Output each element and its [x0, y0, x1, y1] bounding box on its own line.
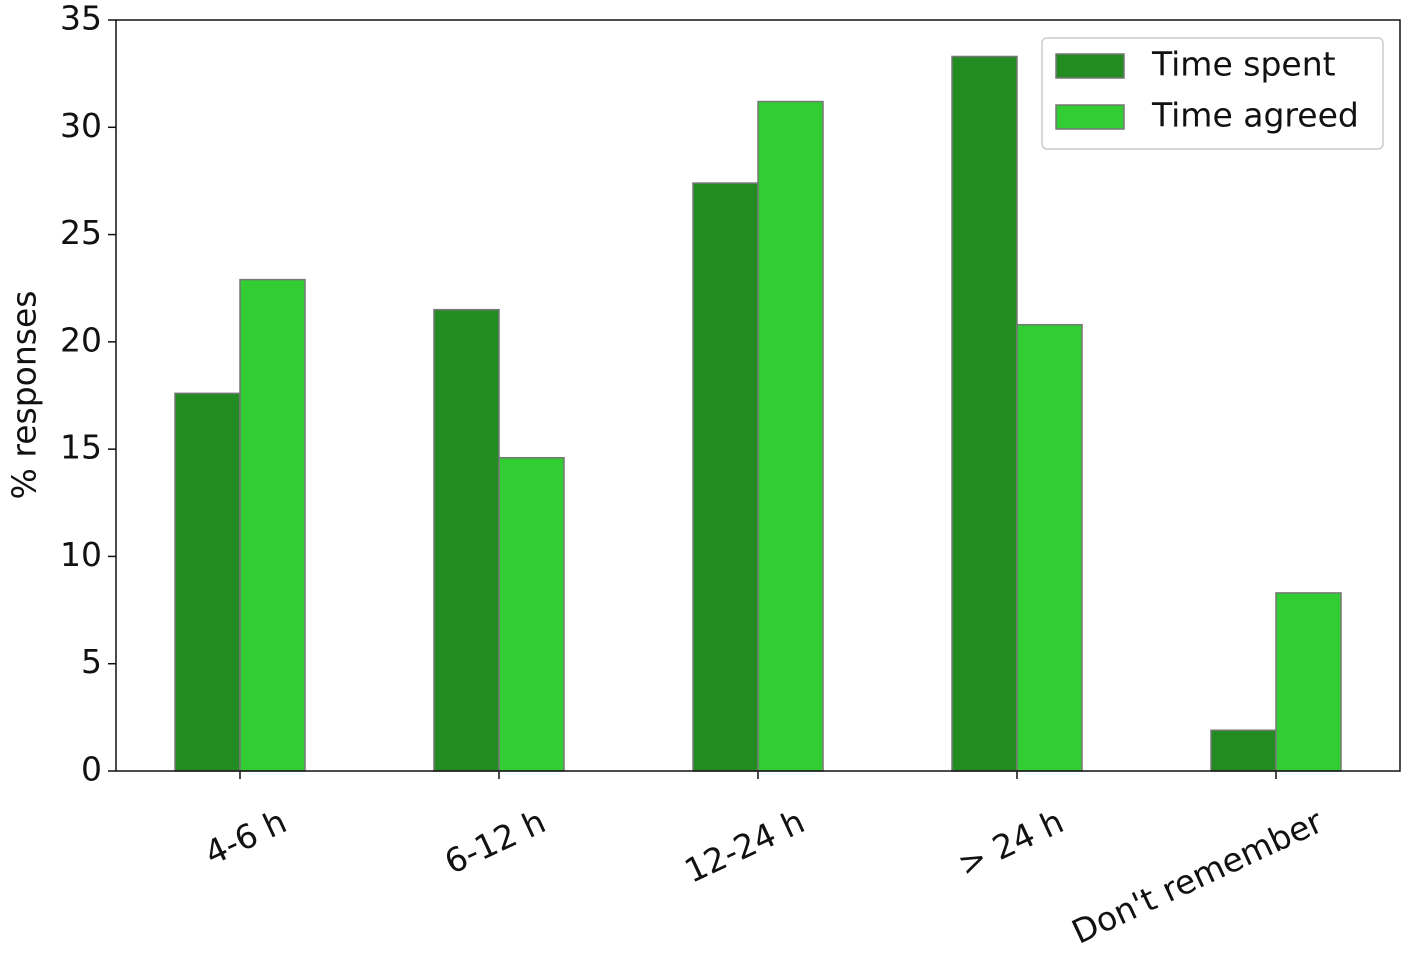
- legend-swatch: [1055, 104, 1125, 130]
- x-tick-label: > 24 h: [952, 802, 1070, 884]
- bar: [757, 100, 824, 772]
- x-tick-label: Don't remember: [1066, 801, 1329, 951]
- y-tick-label: 30: [60, 106, 102, 145]
- y-tick-label: 15: [60, 428, 102, 467]
- legend: Time spent Time agreed: [1041, 37, 1384, 150]
- legend-swatch: [1055, 53, 1125, 79]
- bar: [498, 456, 565, 772]
- bar: [1210, 729, 1277, 772]
- legend-label: Time spent: [1151, 45, 1336, 84]
- bar: [1275, 592, 1342, 772]
- y-tick-label: 35: [60, 0, 102, 38]
- bar: [692, 182, 759, 772]
- legend-label: Time agreed: [1151, 96, 1359, 135]
- bar: [951, 55, 1018, 772]
- x-tick-label: 12-24 h: [679, 802, 811, 891]
- y-tick-label: 0: [81, 750, 102, 789]
- y-tick-label: 25: [60, 213, 102, 252]
- bar: [239, 278, 306, 772]
- x-tick-label: 4-6 h: [199, 802, 293, 873]
- y-tick-label: 10: [60, 535, 102, 574]
- bar: [174, 392, 241, 772]
- y-axis-label: % responses: [5, 291, 44, 500]
- x-tick-label: 6-12 h: [439, 802, 552, 882]
- y-tick-label: 20: [60, 320, 102, 359]
- bar: [1016, 323, 1083, 772]
- bar: [433, 308, 500, 772]
- y-tick-label: 5: [81, 642, 102, 681]
- plot-frame: [115, 19, 1401, 772]
- legend-frame: [1041, 37, 1384, 150]
